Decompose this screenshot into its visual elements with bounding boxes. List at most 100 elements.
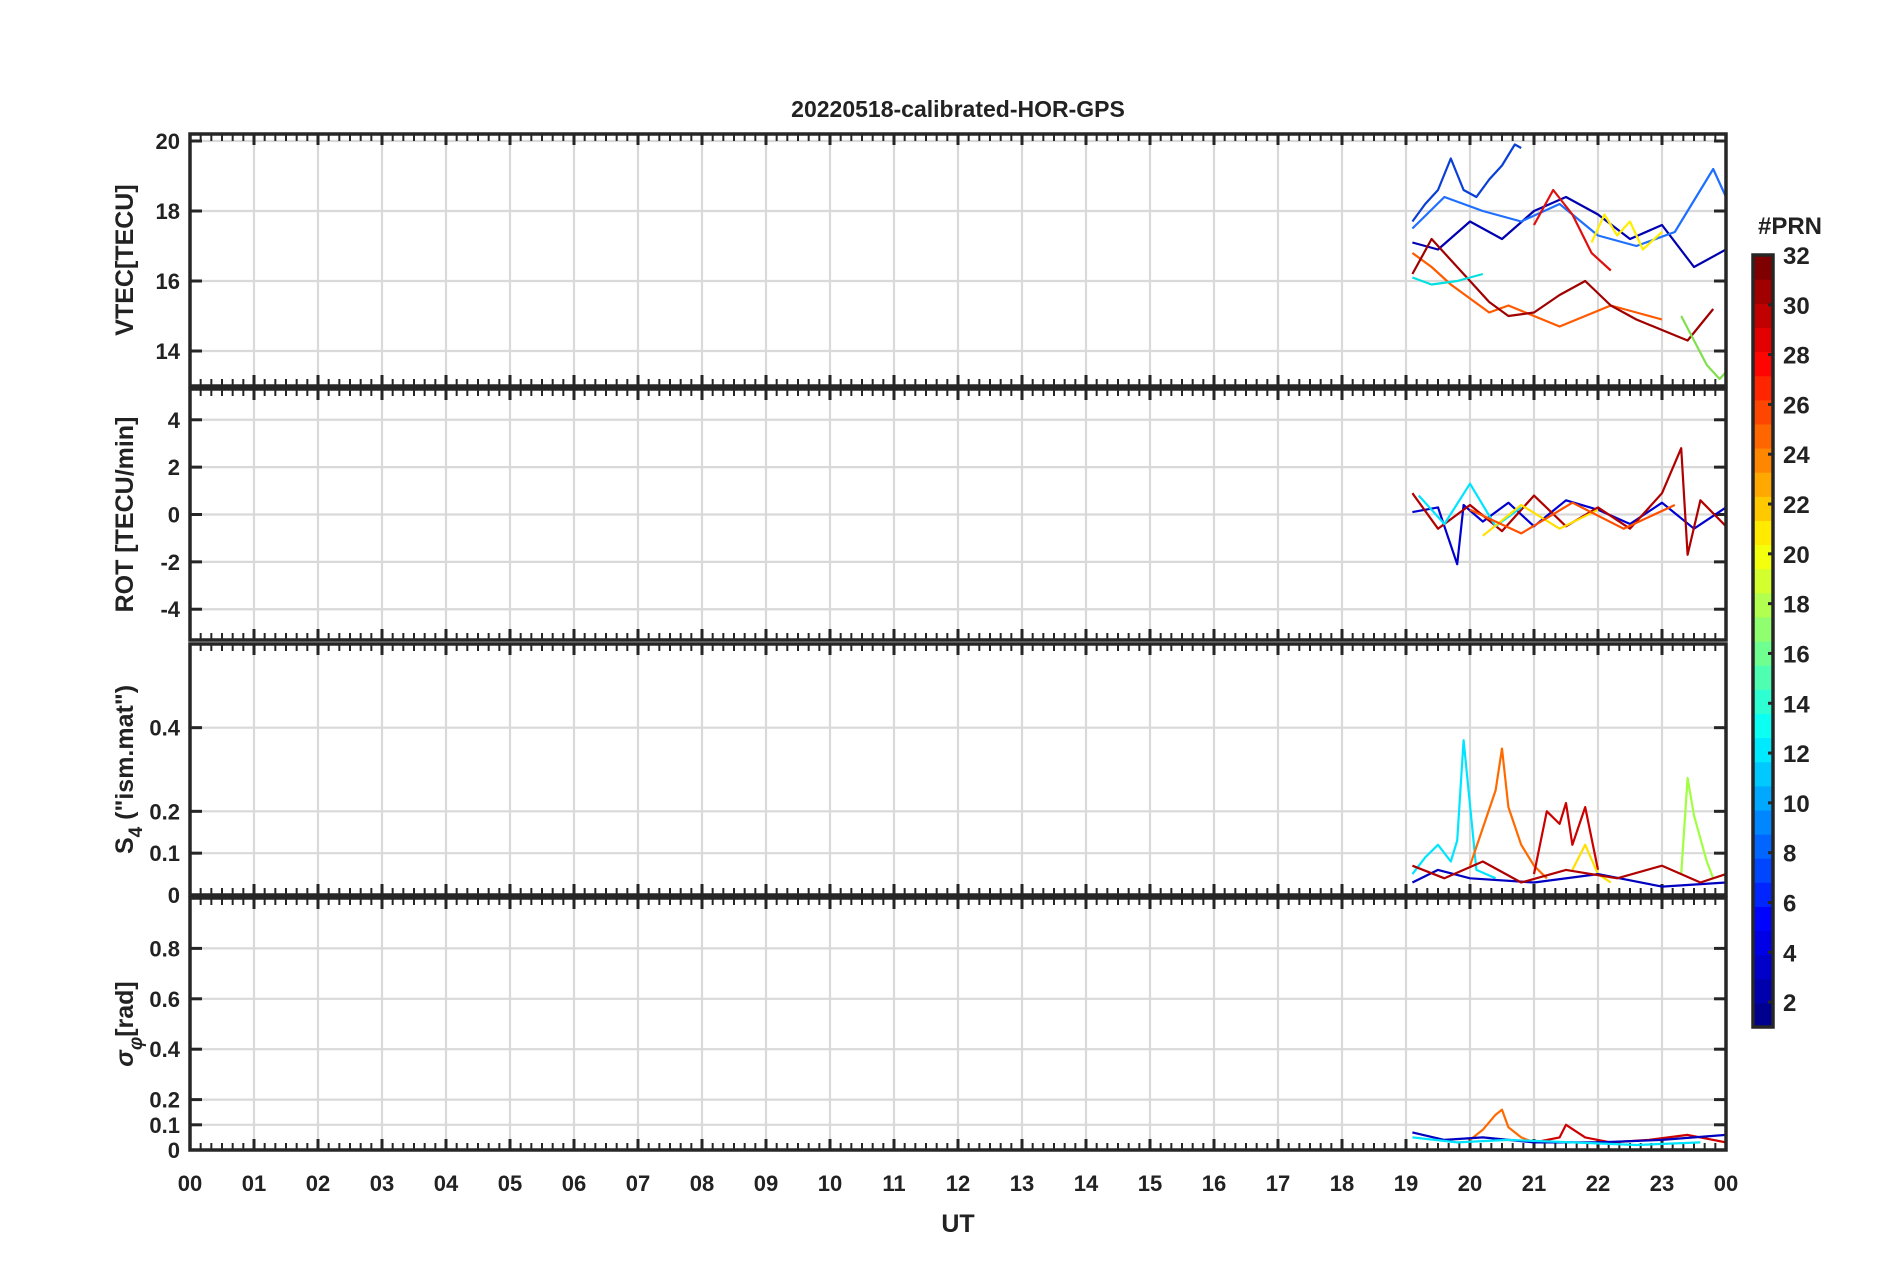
colorbar-frame bbox=[1751, 253, 1775, 1029]
colorbar-tick-label: 28 bbox=[1783, 343, 1810, 370]
y-tick-label: -4 bbox=[160, 597, 180, 622]
panel-4: 00.10.2 0.4 0.6 0.8σφ[rad] bbox=[111, 896, 1728, 1163]
y-tick-label: 18 bbox=[156, 199, 180, 224]
colorbar-segment bbox=[1753, 448, 1773, 473]
panel-1: 14 16 18 20 VTEC[TECU] bbox=[111, 129, 1728, 388]
x-tick-label: 16 bbox=[1202, 1171, 1226, 1196]
colorbar-tick-label: 8 bbox=[1783, 841, 1796, 868]
y-tick-label: -2 bbox=[160, 550, 180, 575]
y-tick-label: 0.4 bbox=[149, 716, 180, 741]
x-tick-label: 00 bbox=[1714, 1171, 1738, 1196]
panel-frame bbox=[188, 896, 1728, 1152]
y-axis-label: S4 ("ism.mat") bbox=[111, 685, 147, 854]
x-tick-label: 09 bbox=[754, 1171, 778, 1196]
x-tick-label: 11 bbox=[882, 1171, 905, 1196]
x-tick-label: 10 bbox=[818, 1171, 842, 1196]
colorbar-segment bbox=[1753, 665, 1773, 690]
series-line-3 bbox=[1412, 1131, 1726, 1144]
y-tick-label: 4 bbox=[168, 408, 181, 433]
series-line-4 bbox=[1411, 252, 1663, 328]
x-tick-label: 03 bbox=[370, 1171, 394, 1196]
y-axis-label: ROT [TECU/min] bbox=[111, 417, 139, 613]
colorbar-segment bbox=[1753, 858, 1773, 883]
x-tick-label: 08 bbox=[690, 1171, 714, 1196]
x-tick-label: 15 bbox=[1138, 1171, 1162, 1196]
series-line-8 bbox=[1412, 272, 1484, 286]
y-tick-label: 0 bbox=[168, 503, 180, 528]
colorbar-tick-label: 16 bbox=[1783, 641, 1810, 668]
colorbar-segment bbox=[1753, 351, 1773, 377]
colorbar-segment bbox=[1753, 472, 1773, 497]
series-line-2 bbox=[1411, 447, 1726, 556]
y-tick-label: 0 bbox=[168, 883, 180, 908]
series-line-7 bbox=[1680, 315, 1726, 381]
y-tick-label: 2 bbox=[168, 455, 180, 480]
x-tick-label: 19 bbox=[1394, 1171, 1418, 1196]
colorbar-segment bbox=[1753, 303, 1773, 328]
colorbar-segment bbox=[1753, 978, 1773, 1004]
colorbar-tick-label: 2 bbox=[1783, 990, 1796, 1017]
series-group bbox=[1411, 739, 1726, 888]
series-line-4 bbox=[1412, 1136, 1701, 1147]
series-group bbox=[1411, 143, 1726, 381]
chart-title: 20220518-calibrated-HOR-GPS bbox=[791, 96, 1125, 122]
panels-group: 14 16 18 20 VTEC[TECU] -4 -2 0 2 4 ROT [TECU/min] 0… bbox=[111, 129, 1728, 1163]
colorbar-segment bbox=[1753, 327, 1773, 353]
colorbar-tick-label: 6 bbox=[1783, 890, 1796, 917]
colorbar-segment bbox=[1753, 375, 1773, 401]
colorbar-segment bbox=[1753, 592, 1773, 618]
y-tick-label: 20 bbox=[156, 129, 180, 154]
x-tick-label: 01 bbox=[242, 1171, 266, 1196]
colorbar-tick-label: 10 bbox=[1783, 791, 1810, 818]
colorbar-segment bbox=[1753, 279, 1773, 304]
x-tick-label: 00 bbox=[178, 1171, 202, 1196]
colorbar-segment bbox=[1753, 737, 1773, 763]
y-tick-label: 0.2 bbox=[149, 1088, 180, 1113]
y-tick-label: 0.1 bbox=[149, 1113, 180, 1138]
colorbar-tick-label: 20 bbox=[1783, 542, 1810, 569]
y-axis-label: VTEC[TECU] bbox=[111, 184, 139, 335]
colorbar-tick-label: 14 bbox=[1783, 691, 1810, 718]
colorbar-tick-label: 18 bbox=[1783, 592, 1810, 619]
colorbar-segment bbox=[1753, 785, 1773, 811]
x-tick-label: 14 bbox=[1074, 1171, 1099, 1196]
y-tick-label: 0.1 bbox=[149, 841, 180, 866]
colorbar-tick-label: 26 bbox=[1783, 392, 1810, 419]
x-axis: 00 01 02 03 04 05 06 07 08 09 10 11 12 13 14 15 16 17 18 19… bbox=[178, 1171, 1738, 1196]
x-tick-label: 12 bbox=[946, 1171, 970, 1196]
y-tick-label: 0.2 bbox=[149, 799, 180, 824]
series-line-7 bbox=[1411, 860, 1726, 884]
x-tick-label: 17 bbox=[1266, 1171, 1290, 1196]
series-line-2 bbox=[1533, 1123, 1726, 1144]
colorbar-segment bbox=[1753, 834, 1773, 859]
colorbar-tick-label: 12 bbox=[1783, 741, 1810, 768]
x-tick-label: 21 bbox=[1522, 1171, 1546, 1196]
x-tick-label: 05 bbox=[498, 1171, 522, 1196]
series-line-6 bbox=[1590, 213, 1663, 251]
colorbar-segment bbox=[1753, 496, 1773, 521]
colorbar-tick-label: 4 bbox=[1783, 940, 1797, 967]
x-tick-label: 23 bbox=[1650, 1171, 1674, 1196]
panel-frame bbox=[188, 387, 1728, 642]
colorbar-segment bbox=[1753, 544, 1773, 570]
colorbar-segment bbox=[1753, 641, 1773, 666]
x-tick-label: 04 bbox=[434, 1171, 459, 1196]
series-line-5 bbox=[1411, 237, 1715, 342]
x-tick-label: 22 bbox=[1586, 1171, 1610, 1196]
colorbar-segment bbox=[1753, 809, 1773, 835]
y-tick-label: 0 bbox=[168, 1138, 180, 1163]
series-line-6 bbox=[1411, 868, 1726, 888]
y-tick-label: 14 bbox=[156, 339, 181, 364]
series-line-3 bbox=[1411, 167, 1726, 248]
colorbar-tick-label: 22 bbox=[1783, 492, 1810, 519]
y-tick-label: 0.8 bbox=[149, 936, 180, 961]
series-line-2 bbox=[1468, 747, 1548, 880]
y-tick-label: 0.4 bbox=[149, 1037, 180, 1062]
series-line-3 bbox=[1532, 801, 1600, 875]
series-line-4 bbox=[1571, 843, 1612, 884]
x-tick-label: 07 bbox=[626, 1171, 650, 1196]
series-line-1 bbox=[1411, 143, 1522, 223]
x-tick-label: 06 bbox=[562, 1171, 586, 1196]
y-tick-label: 0.6 bbox=[149, 987, 180, 1012]
